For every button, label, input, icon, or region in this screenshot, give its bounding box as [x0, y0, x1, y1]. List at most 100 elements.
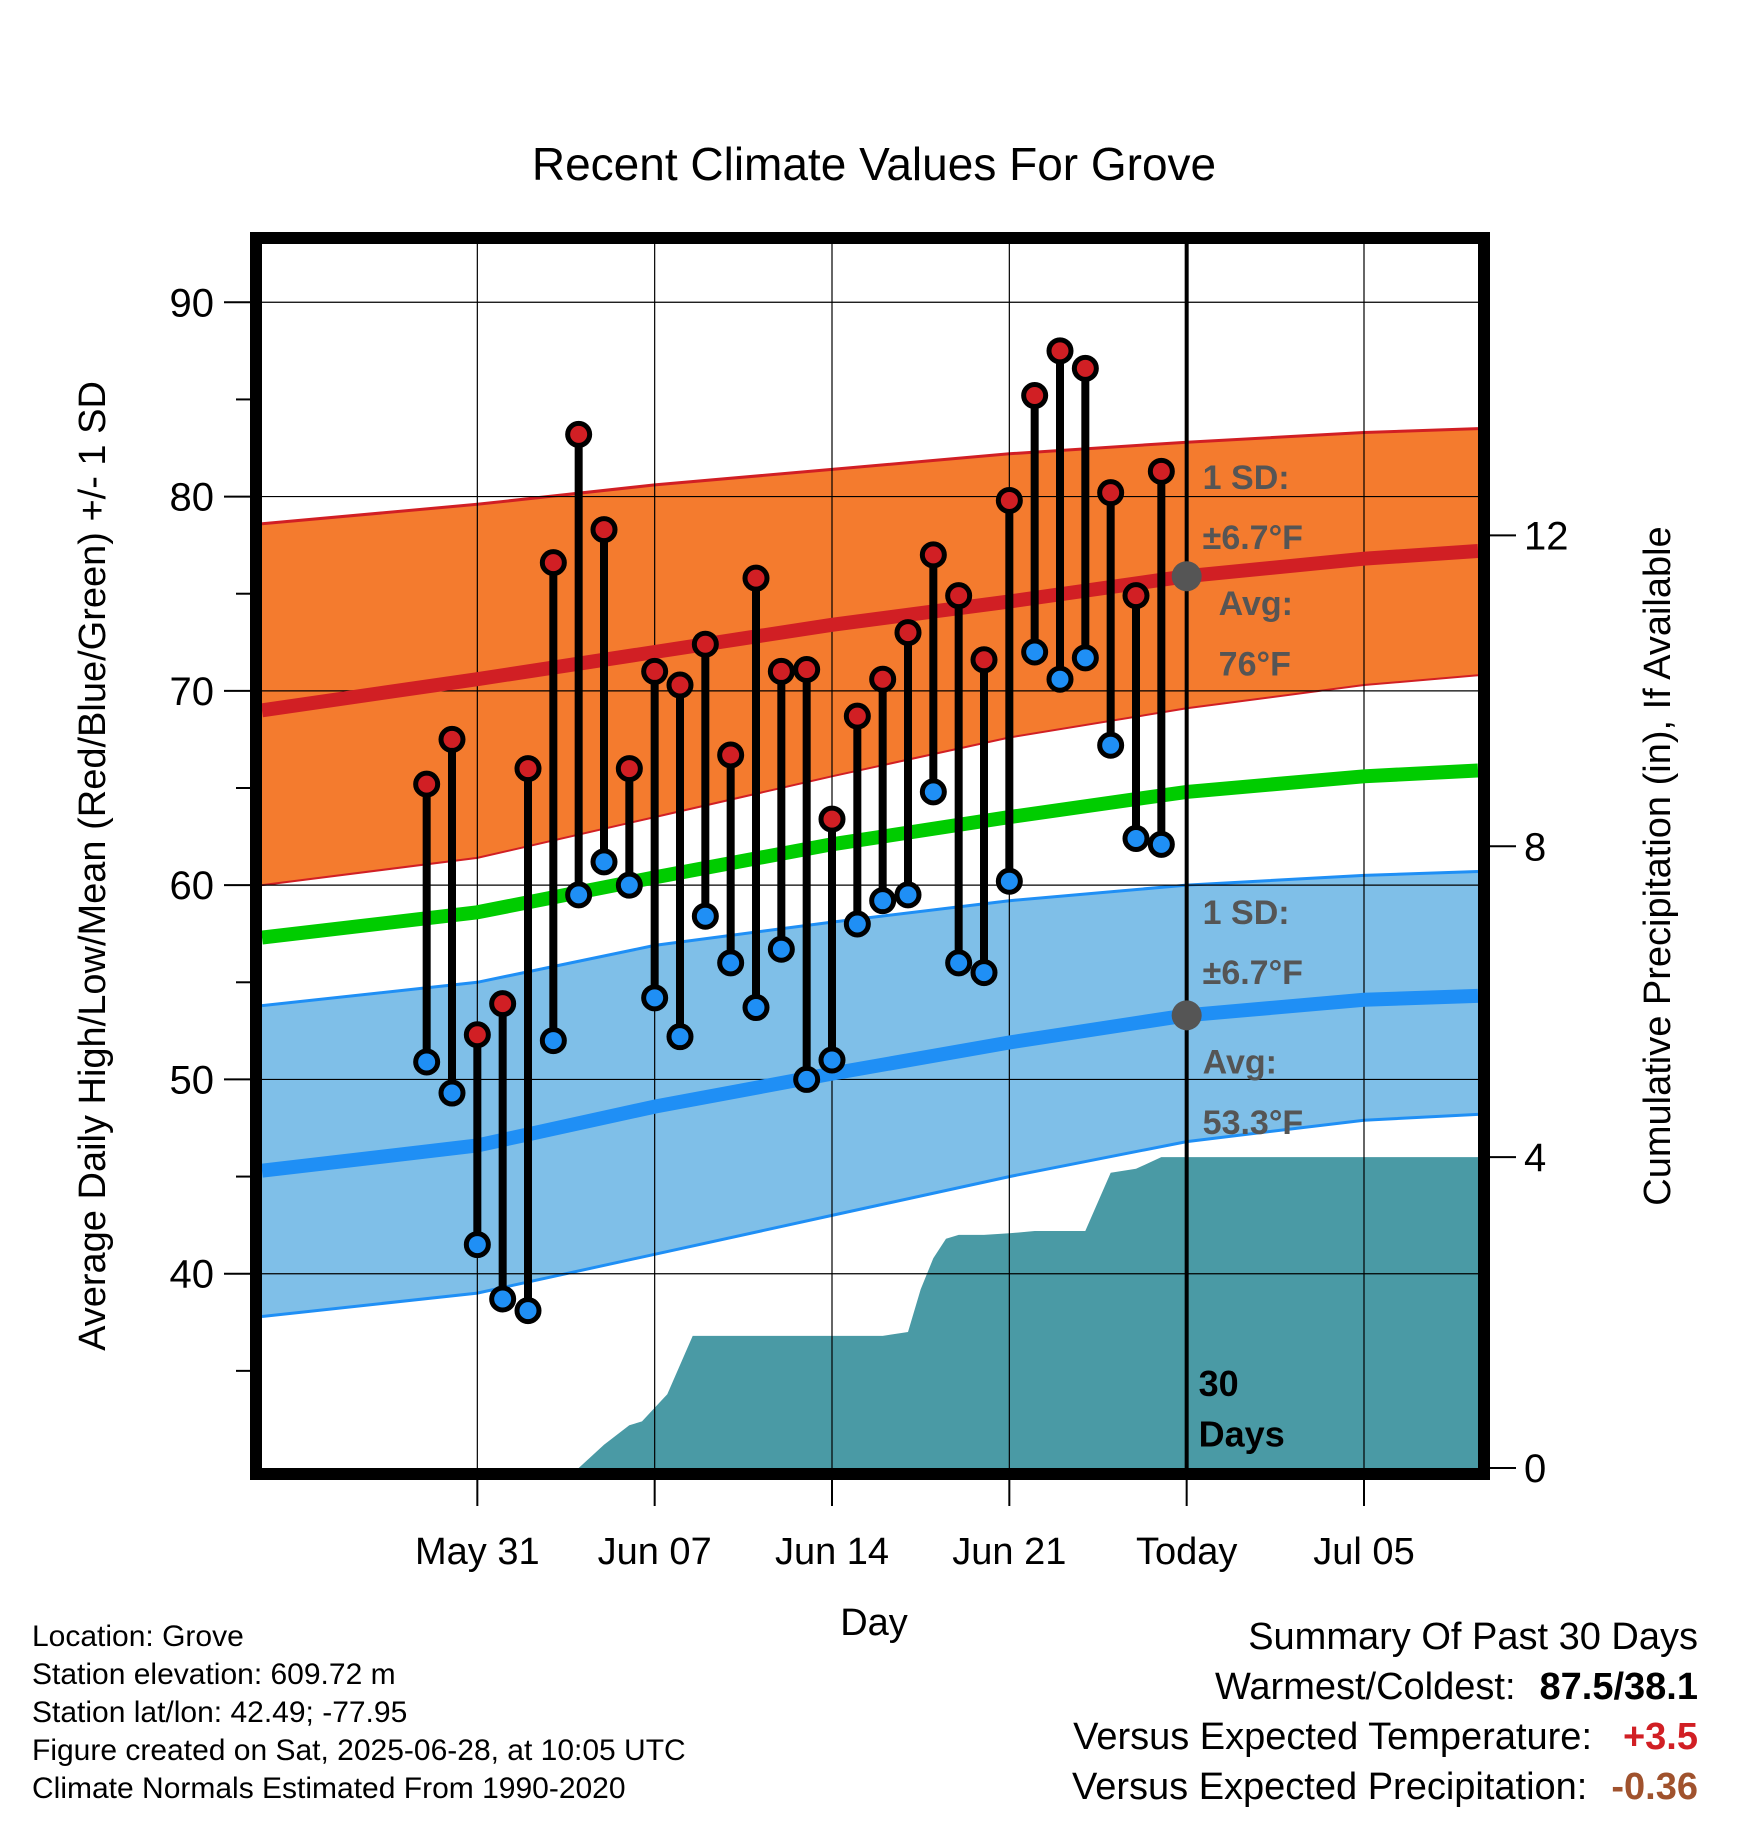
low-sd-label: 1 SD: — [1203, 894, 1290, 932]
low-normal-line — [262, 988, 1478, 1178]
observed-high-point-11 — [691, 630, 719, 658]
y-axis-left-label: Average Daily High/Low/Mean (Red/Blue/Gr… — [72, 381, 114, 1351]
observed-low-point-24 — [1021, 638, 1049, 666]
x-tick-label-5: Jul 05 — [1313, 1531, 1414, 1573]
high-sd-band — [262, 428, 1478, 886]
summary-panel: Summary Of Past 30 Days Warmest/Coldest:… — [1072, 1612, 1698, 1812]
y-left-tick-label-60: 60 — [170, 864, 215, 908]
observed-low-point-17 — [843, 910, 871, 938]
low-avg-label: Avg: — [1203, 1044, 1277, 1082]
elevation-text: Station elevation: 609.72 m — [32, 1658, 396, 1691]
observed-low-point-6 — [565, 881, 593, 909]
observed-high-point-13 — [742, 564, 770, 592]
y-left-tick-label-40: 40 — [170, 1253, 215, 1297]
observed-low-point-5 — [539, 1027, 567, 1055]
observed-high-point-16 — [818, 805, 846, 833]
observed-high-point-0 — [413, 770, 441, 798]
high-avg-label: Avg: — [1219, 585, 1293, 623]
x-tick-label-1: Jun 07 — [598, 1531, 712, 1573]
y-left-tick-label-50: 50 — [170, 1058, 215, 1102]
high-sd-label: 1 SD: — [1203, 459, 1290, 497]
observed-high-point-7 — [590, 516, 618, 544]
x-tick-label-3: Jun 21 — [952, 1531, 1066, 1573]
today-low-avg-marker — [1171, 1000, 1202, 1031]
observed-high-point-22 — [970, 646, 998, 674]
observed-low-point-26 — [1071, 644, 1099, 672]
observed-high-point-19 — [894, 619, 922, 647]
observed-low-point-9 — [641, 984, 669, 1012]
summary-warm-cold: Warmest/Coldest: 87.5/38.1 — [1072, 1662, 1698, 1712]
observed-high-point-12 — [717, 741, 745, 769]
low-sd-value: ±6.7°F — [1203, 954, 1303, 992]
observed-high-point-28 — [1122, 582, 1150, 610]
observed-high-point-27 — [1097, 479, 1125, 507]
observed-low-point-23 — [995, 867, 1023, 895]
observed-low-point-16 — [818, 1046, 846, 1074]
observed-low-point-3 — [489, 1285, 517, 1313]
observed-high-point-10 — [666, 671, 694, 699]
observed-high-point-24 — [1021, 382, 1049, 410]
summary-precip: Versus Expected Precipitation: -0.36 — [1072, 1762, 1698, 1812]
observed-low-point-28 — [1122, 825, 1150, 853]
observed-high-point-23 — [995, 486, 1023, 514]
warm-cold-value: 87.5/38.1 — [1539, 1666, 1698, 1708]
y-right-tick-label-12: 12 — [1524, 514, 1569, 558]
low-sd-band — [262, 871, 1478, 1317]
chart-title: Recent Climate Values For Grove — [532, 138, 1216, 190]
observed-low-point-15 — [793, 1065, 821, 1093]
precip-label: Versus Expected Precipitation: — [1071, 1766, 1588, 1808]
observed-high-point-29 — [1147, 457, 1175, 485]
observed-low-point-13 — [742, 994, 770, 1022]
observed-high-point-25 — [1046, 337, 1074, 365]
plot-inner — [262, 244, 1478, 1468]
observed-low-point-18 — [869, 887, 897, 915]
y-left-tick-label-80: 80 — [170, 476, 215, 520]
high-band-upper-edge — [262, 427, 1478, 526]
observed-high-point-4 — [514, 755, 542, 783]
latlon-text: Station lat/lon: 42.49; -77.95 — [32, 1696, 408, 1729]
x-tick-label-4: Today — [1136, 1531, 1237, 1573]
location-text: Location: Grove — [32, 1620, 244, 1653]
x-tick-label-0: May 31 — [415, 1531, 540, 1573]
x-tick-label-2: Jun 14 — [775, 1531, 889, 1573]
days-label-word: Days — [1199, 1414, 1285, 1455]
observed-high-point-8 — [615, 755, 643, 783]
observed-low-point-0 — [413, 1048, 441, 1076]
normals-text: Climate Normals Estimated From 1990-2020 — [32, 1772, 626, 1805]
warm-cold-label: Warmest/Coldest: — [1214, 1666, 1516, 1708]
y-right-tick-label-4: 4 — [1524, 1136, 1546, 1180]
observed-high-point-6 — [565, 420, 593, 448]
observed-low-point-8 — [615, 871, 643, 899]
days-label-number: 30 — [1199, 1363, 1239, 1404]
low-avg-value: 53.3°F — [1203, 1104, 1304, 1142]
station-info: Location: Grove Station elevation: 609.7… — [32, 1618, 686, 1808]
observed-low-point-29 — [1147, 830, 1175, 858]
observed-low-point-25 — [1046, 665, 1074, 693]
observed-low-point-14 — [767, 935, 795, 963]
observed-low-point-12 — [717, 949, 745, 977]
observed-high-point-18 — [869, 665, 897, 693]
observed-high-point-14 — [767, 657, 795, 685]
plot-frame — [250, 232, 1490, 1480]
observed-high-point-20 — [919, 541, 947, 569]
temp-label: Versus Expected Temperature: — [1073, 1716, 1592, 1758]
today-high-avg-marker — [1171, 561, 1202, 592]
observed-low-point-10 — [666, 1023, 694, 1051]
temp-value: +3.5 — [1622, 1716, 1698, 1758]
observed-high-point-21 — [945, 582, 973, 610]
low-band-upper-edge — [262, 870, 1478, 1008]
observed-low-point-1 — [438, 1079, 466, 1107]
observed-high-point-3 — [489, 990, 517, 1018]
observed-low-point-11 — [691, 902, 719, 930]
y-axis-right-label: Cumulative Precipitation (in), If Availa… — [1637, 526, 1679, 1205]
mean-normal-line — [262, 763, 1478, 945]
observed-low-point-4 — [514, 1297, 542, 1325]
observed-low-point-2 — [463, 1231, 491, 1259]
created-text: Figure created on Sat, 2025-06-28, at 10… — [32, 1734, 686, 1767]
observed-high-point-5 — [539, 549, 567, 577]
plot-area: 1 SD: ±6.7°F Avg: 76°F 1 SD: ±6.7°F Avg: 53.3°F… — [170, 232, 1569, 1573]
high-avg-value: 76°F — [1219, 645, 1291, 683]
precipitation-area — [262, 1157, 1478, 1468]
observed-high-point-15 — [793, 655, 821, 683]
observed-high-point-17 — [843, 702, 871, 730]
